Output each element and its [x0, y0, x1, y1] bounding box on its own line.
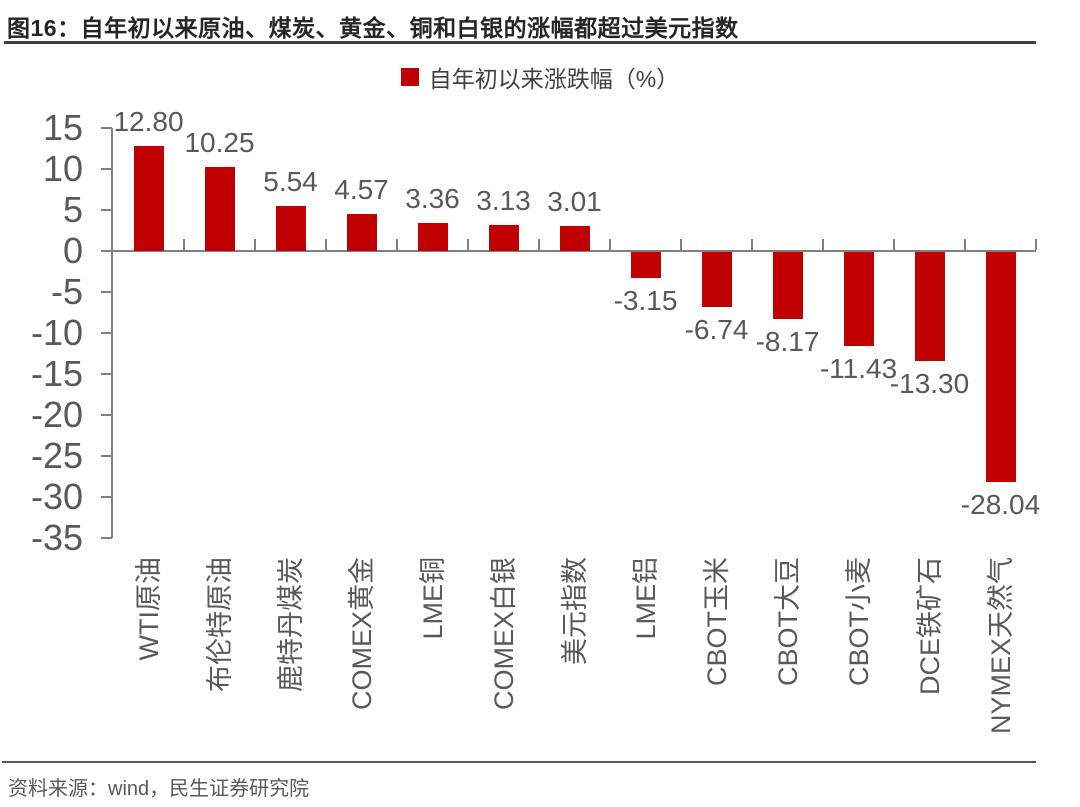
bar-value-label: 3.01	[547, 186, 602, 218]
x-category-label: CBOT大豆	[752, 557, 823, 772]
x-category-label-text: LME铝	[630, 557, 661, 640]
bar-value-label: -11.43	[819, 352, 898, 384]
title-underline	[4, 41, 1036, 44]
legend-label: 自年初以来涨跌幅（%）	[428, 66, 680, 92]
y-axis-tick	[101, 291, 112, 293]
bar-value-label: 3.36	[405, 183, 460, 215]
y-axis-tick-label: -25	[30, 435, 83, 476]
x-category-label: LME铜	[397, 557, 468, 772]
x-category-label: WTI原油	[113, 557, 184, 772]
bar-value-label: -28.04	[960, 488, 1041, 520]
x-axis-tick	[609, 239, 611, 250]
y-axis-tick	[101, 250, 112, 252]
x-axis-line	[111, 250, 1036, 252]
bar-value-label: 5.54	[263, 165, 318, 197]
bar	[275, 205, 306, 251]
bar	[630, 252, 661, 278]
x-axis-tick	[1035, 239, 1037, 250]
x-axis-tick	[538, 239, 540, 250]
bar	[133, 146, 164, 251]
x-category-label-text: 美元指数	[559, 557, 590, 665]
bar-value-label: -13.30	[889, 368, 970, 400]
bar-value-label: 4.57	[334, 173, 389, 205]
x-category-label-text: 鹿特丹煤炭	[275, 557, 306, 692]
footer-divider	[2, 761, 1036, 763]
x-category-label: 布伦特原油	[184, 557, 255, 772]
x-category-label: NYMEX天然气	[965, 557, 1036, 772]
x-category-label-text: NYMEX天然气	[985, 557, 1016, 735]
x-axis-tick	[467, 239, 469, 250]
bar-value-label: -3.15	[613, 284, 678, 316]
bar-value-label: -6.74	[684, 314, 749, 346]
bar	[772, 252, 803, 319]
x-category-label-text: COMEX黄金	[346, 557, 377, 711]
x-axis-tick	[183, 239, 185, 250]
x-category-label-text: WTI原油	[133, 557, 164, 661]
bar-value-label: 12.80	[113, 106, 184, 138]
bar	[417, 223, 448, 251]
y-axis-tick-label: -30	[30, 476, 83, 517]
x-category-label-text: DCE铁矿石	[914, 557, 945, 696]
y-axis-tick	[101, 496, 112, 498]
y-axis-tick	[101, 537, 112, 539]
bar-value-label: -8.17	[755, 325, 820, 357]
y-axis-tick	[101, 209, 112, 211]
bar	[559, 226, 590, 251]
bar	[488, 225, 519, 251]
y-axis-tick	[101, 455, 112, 457]
x-category-label-text: CBOT大豆	[772, 557, 803, 687]
bar-value-label: 3.13	[476, 185, 531, 217]
x-category-label: COMEX白银	[468, 557, 539, 772]
x-category-label: 鹿特丹煤炭	[255, 557, 326, 772]
y-axis-tick-label: 15	[42, 107, 83, 148]
y-axis-tick	[101, 168, 112, 170]
bar	[701, 252, 732, 308]
x-axis-tick	[822, 239, 824, 250]
bar	[843, 252, 874, 346]
x-axis-tick	[964, 239, 966, 250]
y-axis-tick-label: 5	[62, 189, 83, 230]
x-axis-tick	[893, 239, 895, 250]
x-category-label-text: 布伦特原油	[204, 557, 235, 692]
x-category-label-text: CBOT小麦	[843, 557, 874, 687]
x-category-label: CBOT小麦	[823, 557, 894, 772]
y-axis-line	[111, 128, 113, 538]
figure-title: 图16：自年初以来原油、煤炭、黄金、铜和白银的涨幅都超过美元指数	[7, 15, 739, 41]
legend-swatch	[400, 68, 419, 86]
x-axis-tick	[325, 239, 327, 250]
y-axis-tick-label: -15	[30, 353, 83, 394]
y-axis-tick	[101, 373, 112, 375]
y-axis-tick	[101, 332, 112, 334]
source-note: 资料来源：wind，民生证券研究院	[8, 778, 310, 800]
x-category-label-text: CBOT玉米	[701, 557, 732, 687]
y-axis-tick	[101, 127, 112, 129]
y-axis-tick-label: -5	[50, 271, 83, 312]
bar-value-label: 10.25	[184, 126, 255, 158]
bar	[346, 213, 377, 251]
y-axis-tick-label: 10	[42, 148, 83, 189]
bar	[985, 252, 1016, 482]
x-axis-tick	[680, 239, 682, 250]
x-axis-tick	[751, 239, 753, 250]
y-axis-tick-label: -10	[30, 312, 83, 353]
x-category-label-text: LME铜	[417, 557, 448, 640]
y-axis-tick-label: -35	[30, 517, 83, 558]
chart-legend: 自年初以来涨跌幅（%）	[0, 62, 1080, 92]
bar	[204, 166, 235, 251]
x-axis-tick	[254, 239, 256, 250]
x-category-label: COMEX黄金	[326, 557, 397, 772]
x-category-label: DCE铁矿石	[894, 557, 965, 772]
x-axis-tick	[396, 239, 398, 250]
x-category-label: 美元指数	[539, 557, 610, 772]
x-category-label: CBOT玉米	[681, 557, 752, 772]
y-axis-tick	[101, 414, 112, 416]
x-category-label: LME铝	[610, 557, 681, 772]
bar	[914, 252, 945, 362]
y-axis-tick-label: 0	[62, 230, 83, 271]
x-category-label-text: COMEX白银	[488, 557, 519, 711]
y-axis-tick-label: -20	[30, 394, 83, 435]
